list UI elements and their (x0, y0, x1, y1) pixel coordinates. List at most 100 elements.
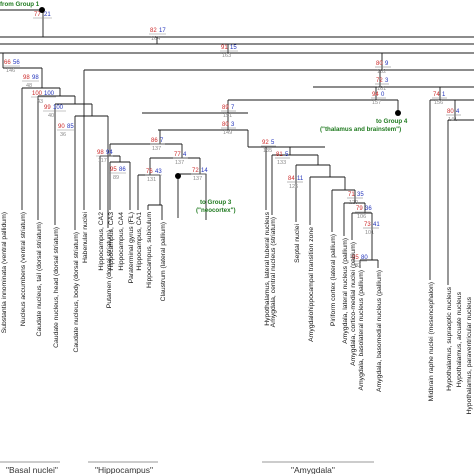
node-bp-label: 98 (32, 75, 39, 81)
leaf-labels: Substantia innominata (ventral pallidum)… (1, 211, 473, 414)
branch-basal (2, 53, 109, 230)
node-edge-label: 137 (193, 176, 202, 182)
group4-label: to Group 4 (376, 118, 408, 125)
leaf-label: Hypothalamus, supraoptic nucleus (446, 286, 453, 390)
node-au-label: 98 (23, 75, 30, 81)
node-bp-label: 3 (385, 78, 389, 84)
node-edge-label: 82 (355, 263, 361, 269)
branch-n21 (429, 87, 474, 280)
node-bp-label: 94 (106, 150, 113, 156)
leaf-label: Piriform cortex (lateral pallium) (330, 234, 337, 326)
node-bp-label: 3 (231, 122, 235, 128)
node-bp-label: 5 (285, 152, 289, 158)
node-edge-label: 48 (26, 83, 32, 89)
node-bp-label: 17 (159, 28, 166, 34)
node-edge-label: 117 (98, 158, 107, 164)
node-au-label: 91 (221, 45, 228, 51)
branch-n19 (351, 203, 372, 240)
node-au-label: 79 (356, 206, 363, 212)
node-au-label: 100 (32, 91, 43, 97)
node-bp-label: 7 (231, 105, 235, 111)
node-bp-label: 1 (442, 92, 446, 98)
node-au-label: 99 (44, 105, 51, 111)
node-au-label: 76 (146, 169, 153, 175)
node-au-label: 73 (364, 222, 371, 228)
branch-n14 (247, 130, 325, 215)
node-au-label: 95 (110, 167, 117, 173)
node-bp-label: 41 (373, 222, 380, 228)
branch-root (0, 9, 474, 38)
leaf-label: Hypothalamus, paraventricular nucleus (466, 296, 473, 414)
node-edge-label: 162 (377, 69, 386, 75)
leaf-label: Midbrain raphe nuclei (mesencephalon) (428, 282, 435, 401)
node-bp-label: 43 (155, 169, 162, 175)
branch-n4 (313, 70, 474, 88)
node-au-label: 77 (174, 152, 181, 158)
node-bp-label: 100 (53, 105, 64, 111)
node-bp-label: 36 (365, 206, 372, 212)
node-bp-label: 86 (119, 167, 126, 173)
leaf-label: Paraterminal gyrus (FL) (128, 212, 135, 283)
leaf-label: Hippocampus, subiculum (146, 212, 153, 288)
leaf-label: Amygdala, basolateral nucleus (pallium) (358, 270, 365, 391)
branch-n1 (0, 37, 474, 45)
node-au-label: 66 (4, 60, 11, 66)
node-au-label: 72 (376, 78, 383, 84)
leaf-label: Hippocampus, CA2 (98, 212, 105, 271)
node-au-label: 72 (192, 168, 199, 174)
node-bp-label: 0 (381, 92, 385, 98)
branch-n18 (343, 190, 365, 236)
node-edge-label: 131 (147, 177, 156, 183)
node-edge-label: 137 (175, 160, 184, 166)
branch-n2 (0, 44, 474, 54)
leaf-label: Amygdala, basomedial nucleus (pallium) (376, 270, 383, 392)
leaf-label: Habenular nuclei (82, 212, 89, 263)
node-au-label: 95 (352, 255, 359, 261)
node-bp-label: 4 (183, 152, 187, 158)
node-bp-label: 80 (361, 255, 368, 261)
leaf-label: Hippocampus, CA1 (136, 212, 143, 271)
node-bp-label: 85 (67, 124, 74, 130)
leaf-label: Hypothalamus, arcuate nucleus (456, 291, 463, 387)
node-edge-label: 151 (223, 113, 232, 119)
node-au-label: 84 (288, 176, 295, 182)
node-bp-label: 5 (271, 140, 275, 146)
branch-n16 (309, 165, 345, 225)
leaf-label: Caudate nucleus, body (dorsal striatum) (73, 232, 80, 353)
node-edge-label: 164 (151, 36, 160, 42)
node-au-label: 82 (150, 28, 157, 34)
leaf-label: Hippocampus, CA3 (108, 212, 115, 271)
node-edge-label: 40 (48, 113, 54, 119)
node-edge-label: 137 (152, 146, 161, 152)
category-captions: "Basal nuclei" "Hippocampus" "Amygdala" (0, 461, 374, 474)
node-au-label: 80 (222, 122, 229, 128)
node-au-label: 98 (97, 150, 104, 156)
node-au-label: 80 (447, 109, 454, 115)
node-edge-label: 89 (113, 175, 119, 181)
branch-n7 (158, 113, 248, 131)
group1-dot (39, 7, 45, 13)
branch-n3 (83, 53, 474, 210)
node-au-label: 74 (433, 92, 440, 98)
category-label: "Amygdala" (291, 465, 335, 474)
leaf-label: Putamen (dorsal striatum) (106, 230, 113, 308)
leaf-label: Amygdala, lateral nucleus (pallium) (342, 238, 349, 344)
node-bp-label: 7 (160, 138, 164, 144)
node-au-label: 77 (34, 12, 41, 18)
leaf-label: Caudate nucleus, head (dorsal striatum) (53, 227, 60, 348)
node-au-label: 86 (151, 138, 158, 144)
node-bp-label: 35 (357, 192, 364, 198)
node-bp-label: 56 (13, 60, 20, 66)
leaf-label: Amygdalohippocampal transition zone (308, 227, 315, 342)
branch-n15 (295, 155, 330, 222)
leaf-label: Nucleus accumbens (ventral striatum) (20, 212, 27, 326)
node-edge-label: 43 (37, 99, 43, 105)
group3-dot (175, 173, 181, 179)
category-label: "Basal nuclei" (6, 465, 58, 474)
group4-dot (395, 110, 401, 116)
node-edge-label: 163 (222, 53, 231, 59)
leaf-label: Septal nuclei (294, 224, 301, 263)
node-au-label: 71 (348, 192, 355, 198)
node-support-labels: 77 21 82 17 164 91 15 163 80 9 162 72 3 … (3, 12, 461, 269)
